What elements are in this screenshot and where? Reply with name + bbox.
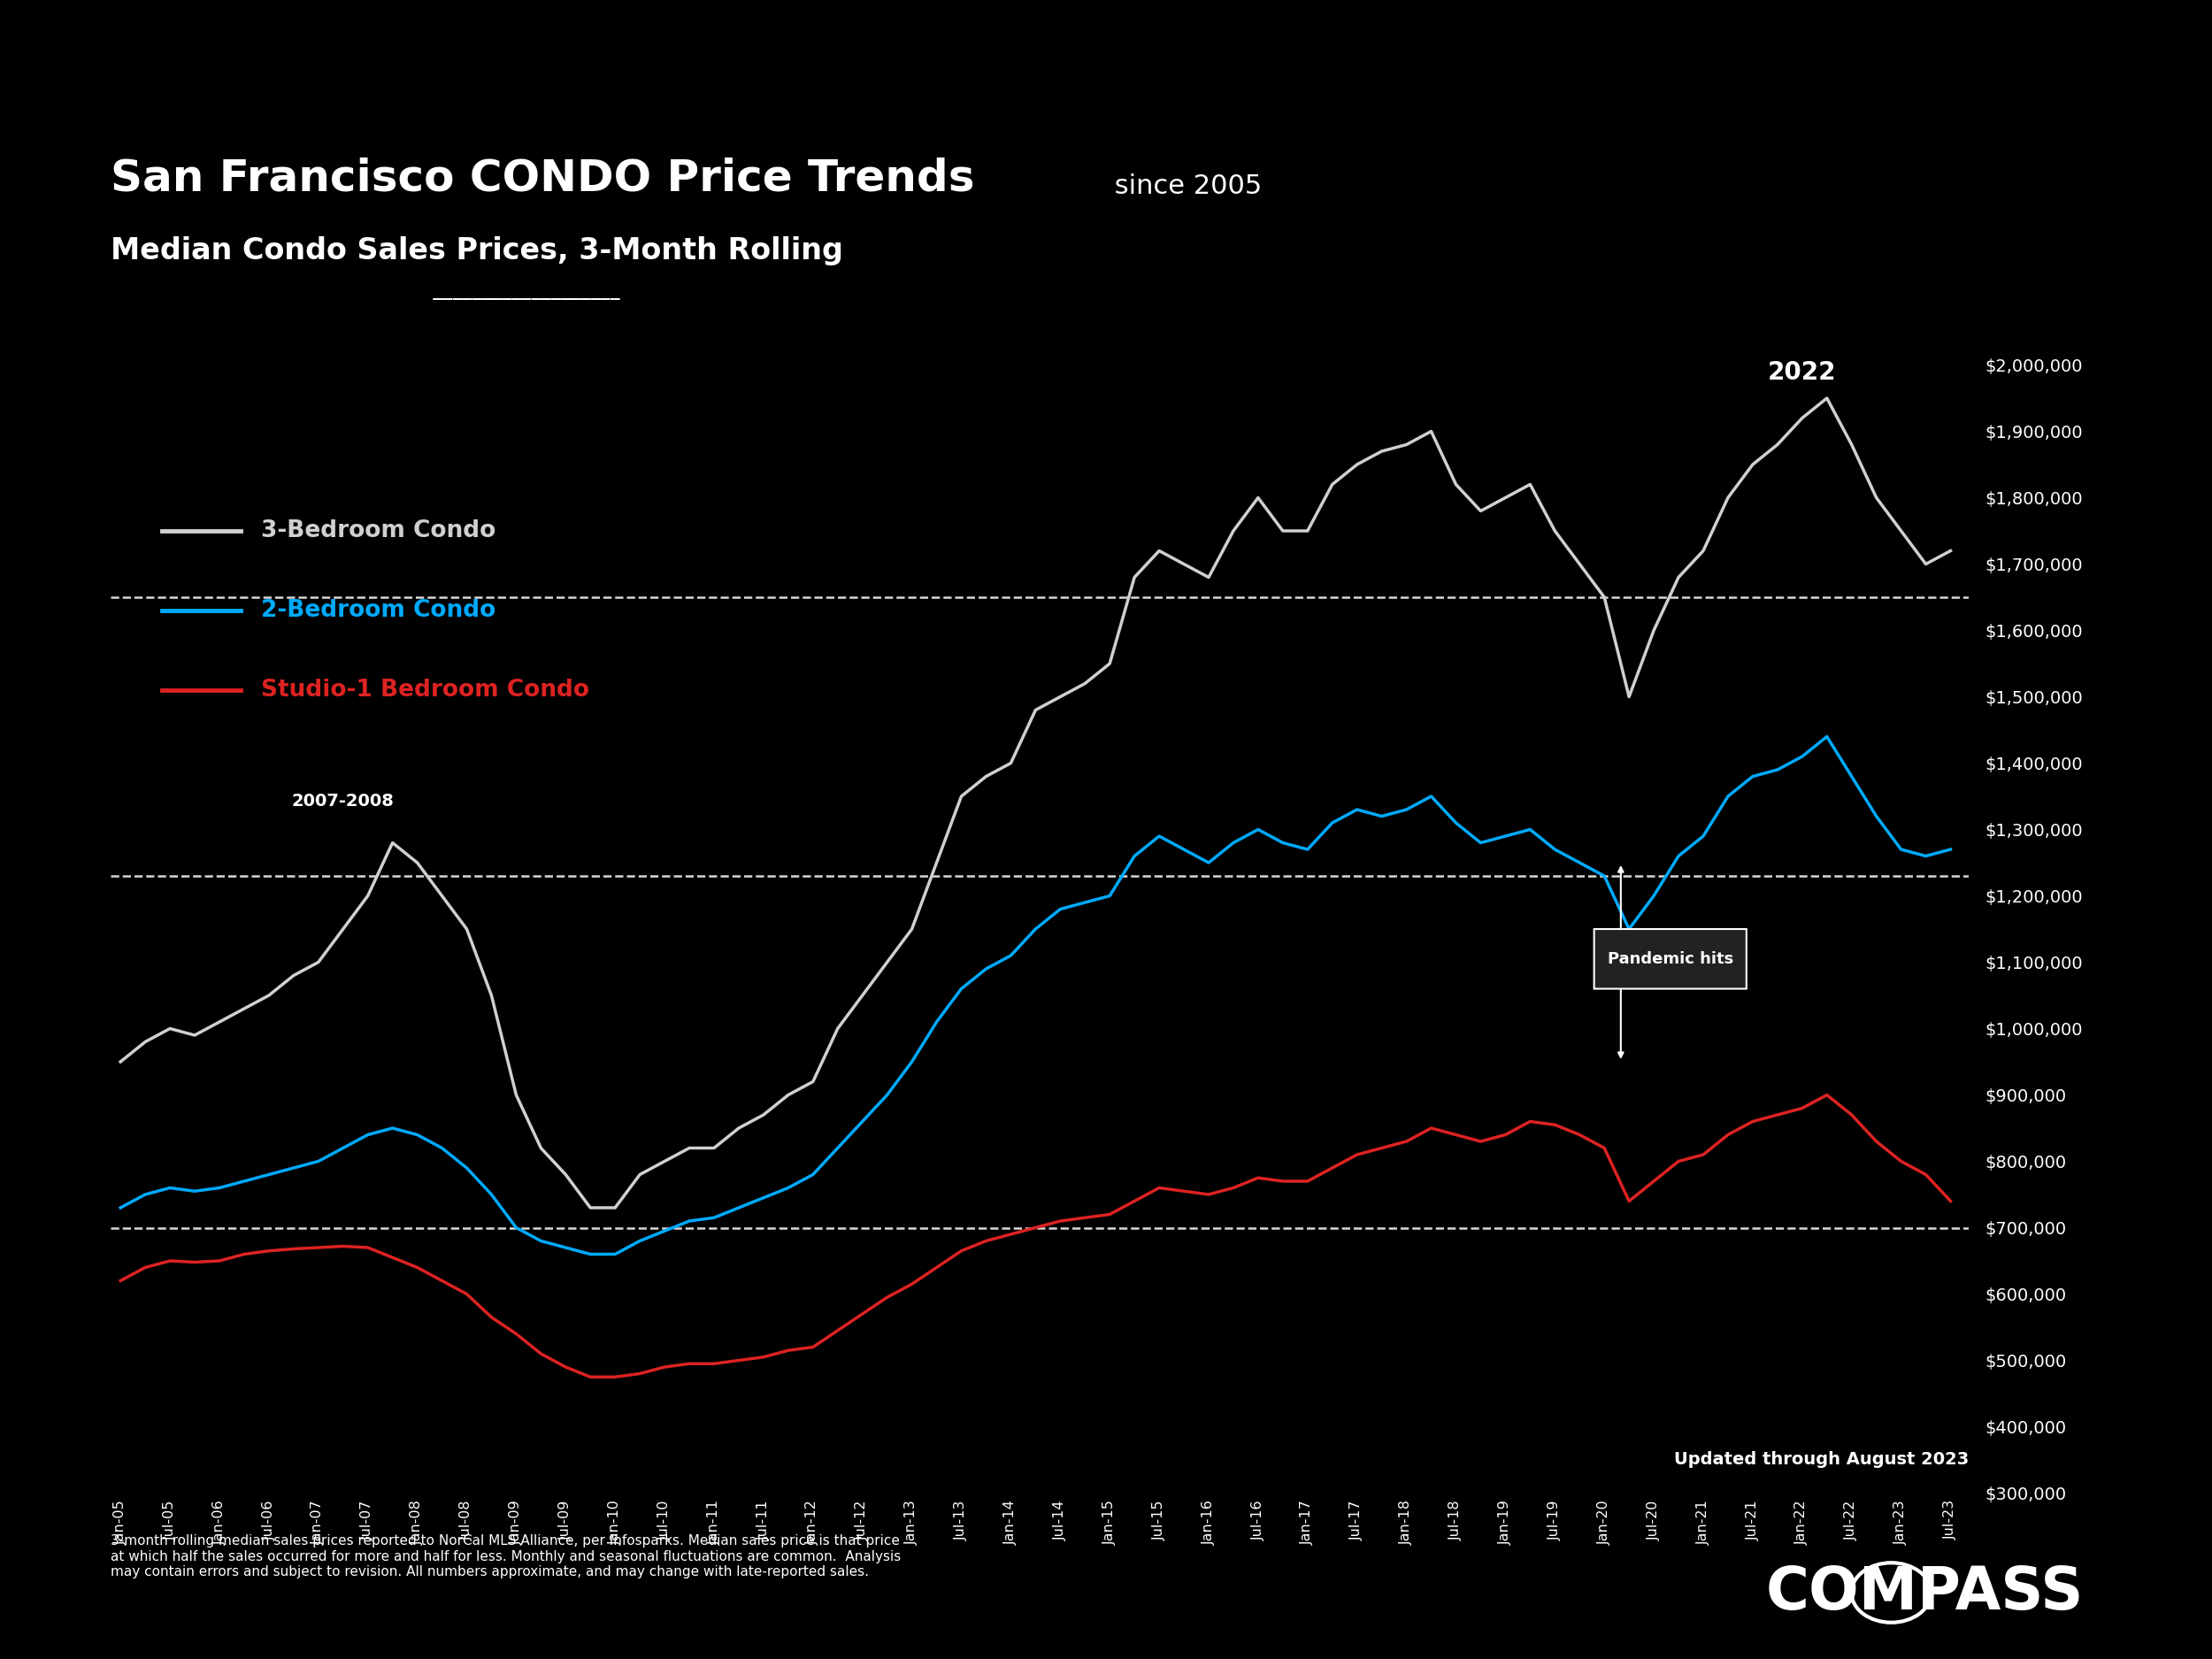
Text: ___________________: ___________________ [111,282,619,300]
Text: 2022: 2022 [1767,360,1836,385]
Text: since 2005: since 2005 [1106,174,1261,199]
Text: Median Condo Sales Prices, 3-Month Rolling: Median Condo Sales Prices, 3-Month Rolli… [111,236,843,265]
Text: 2-Bedroom Condo: 2-Bedroom Condo [261,599,495,622]
Text: Studio-1 Bedroom Condo: Studio-1 Bedroom Condo [261,679,588,702]
Text: 2007-2008: 2007-2008 [292,793,394,810]
Text: San Francisco CONDO Price Trends: San Francisco CONDO Price Trends [111,156,975,199]
Text: 3-month rolling median sales prices reported to NorCal MLS Alliance, per Infospa: 3-month rolling median sales prices repo… [111,1535,900,1579]
Text: 3-Bedroom Condo: 3-Bedroom Condo [261,519,495,542]
FancyBboxPatch shape [1595,929,1747,989]
Text: Updated through August 2023: Updated through August 2023 [1674,1452,1969,1468]
Text: Pandemic hits: Pandemic hits [1608,951,1734,967]
Text: COMPASS: COMPASS [1765,1563,2084,1623]
